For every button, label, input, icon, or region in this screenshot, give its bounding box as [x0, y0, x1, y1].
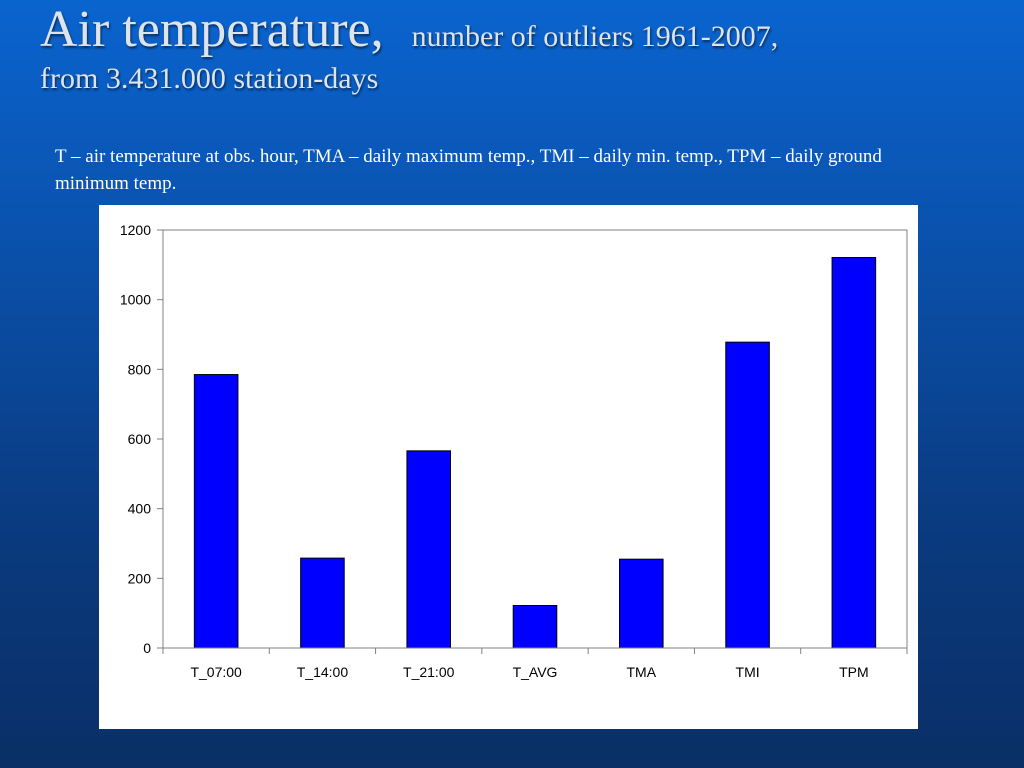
title-main: Air temperature,	[40, 1, 384, 58]
bars	[193, 257, 877, 649]
slide-title: Air temperature, number of outliers 1961-…	[40, 4, 1000, 94]
y-axis-labels: 0 200 400 600 800 1000 1200	[120, 222, 151, 656]
y-tick-label: 800	[128, 361, 152, 377]
x-category-label: TMA	[627, 664, 657, 680]
x-category-label: T_21:00	[403, 664, 455, 680]
x-category-label: TMI	[736, 664, 760, 680]
x-axis-ticks	[162, 648, 908, 654]
legend-caption: T – air temperature at obs. hour, TMA – …	[55, 146, 882, 194]
x-category-label: TPM	[839, 664, 869, 680]
bar-t-14-00	[300, 557, 345, 649]
bar-t-avg	[512, 605, 558, 649]
x-category-label: T_AVG	[513, 664, 558, 680]
title-second-line: from 3.431.000 station-days	[40, 62, 379, 95]
chart-panel: 0 200 400 600 800 1000 1200 T_07:00 T_14:00 T_21…	[99, 205, 918, 729]
x-category-label: T_07:00	[190, 664, 242, 680]
bar-tma	[618, 558, 664, 649]
bar-t-07-00	[193, 374, 239, 649]
plot-area-frame	[162, 229, 908, 649]
y-tick-label: 400	[128, 501, 152, 517]
x-axis-labels: T_07:00 T_14:00 T_21:00 T_AVG TMA TMI TPM	[190, 664, 868, 680]
bar-tpm	[831, 257, 877, 649]
y-axis-ticks	[157, 229, 163, 649]
y-tick-label: 1200	[120, 222, 151, 238]
y-tick-label: 1000	[120, 292, 151, 308]
bar-t-21-00	[406, 450, 452, 649]
y-tick-label: 200	[128, 570, 152, 586]
y-tick-label: 600	[128, 431, 152, 447]
bar-chart: 0 200 400 600 800 1000 1200 T_07:00 T_14:00 T_21…	[120, 222, 908, 680]
bar-tmi	[725, 341, 770, 649]
x-category-label: T_14:00	[297, 664, 349, 680]
y-tick-label: 0	[143, 640, 151, 656]
title-subtitle: number of outliers 1961-2007,	[411, 20, 779, 53]
